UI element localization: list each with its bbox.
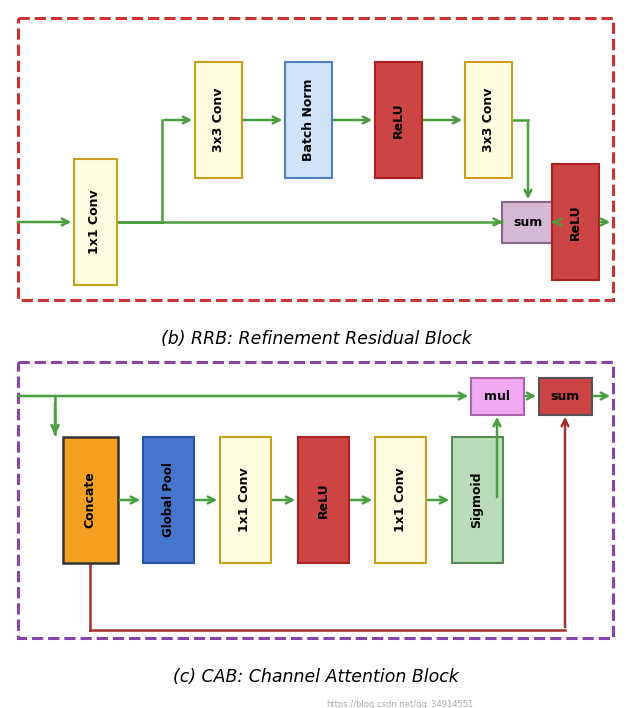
Text: 3x3 Conv: 3x3 Conv	[481, 88, 495, 152]
Text: ReLU: ReLU	[317, 482, 329, 518]
FancyBboxPatch shape	[73, 159, 117, 285]
Text: sum: sum	[514, 215, 543, 229]
Text: 1x1 Conv: 1x1 Conv	[239, 468, 252, 532]
FancyBboxPatch shape	[538, 377, 591, 414]
FancyBboxPatch shape	[194, 62, 242, 178]
FancyBboxPatch shape	[375, 62, 422, 178]
FancyBboxPatch shape	[452, 437, 502, 563]
Text: mul: mul	[484, 389, 510, 403]
FancyBboxPatch shape	[375, 437, 425, 563]
FancyBboxPatch shape	[551, 164, 598, 280]
Text: https://blog.csdn.net/qq_34914551: https://blog.csdn.net/qq_34914551	[326, 700, 474, 708]
Text: 3x3 Conv: 3x3 Conv	[211, 88, 225, 152]
Text: Sigmoid: Sigmoid	[471, 472, 483, 528]
Text: ReLU: ReLU	[391, 102, 404, 138]
Text: (c) CAB: Channel Attention Block: (c) CAB: Channel Attention Block	[173, 668, 459, 686]
FancyBboxPatch shape	[471, 377, 524, 414]
Text: 1x1 Conv: 1x1 Conv	[88, 190, 102, 254]
FancyBboxPatch shape	[62, 437, 117, 563]
Text: Concate: Concate	[83, 472, 97, 528]
FancyBboxPatch shape	[464, 62, 512, 178]
FancyBboxPatch shape	[502, 202, 555, 243]
Text: Batch Norm: Batch Norm	[302, 79, 314, 161]
Text: ReLU: ReLU	[569, 204, 582, 240]
Text: (b) RRB: Refinement Residual Block: (b) RRB: Refinement Residual Block	[160, 330, 471, 348]
FancyBboxPatch shape	[220, 437, 271, 563]
Text: 1x1 Conv: 1x1 Conv	[394, 468, 406, 532]
FancyBboxPatch shape	[297, 437, 348, 563]
FancyBboxPatch shape	[18, 18, 613, 300]
FancyBboxPatch shape	[285, 62, 331, 178]
FancyBboxPatch shape	[143, 437, 194, 563]
FancyBboxPatch shape	[18, 362, 613, 638]
Text: Global Pool: Global Pool	[162, 462, 175, 537]
Text: sum: sum	[550, 389, 580, 403]
